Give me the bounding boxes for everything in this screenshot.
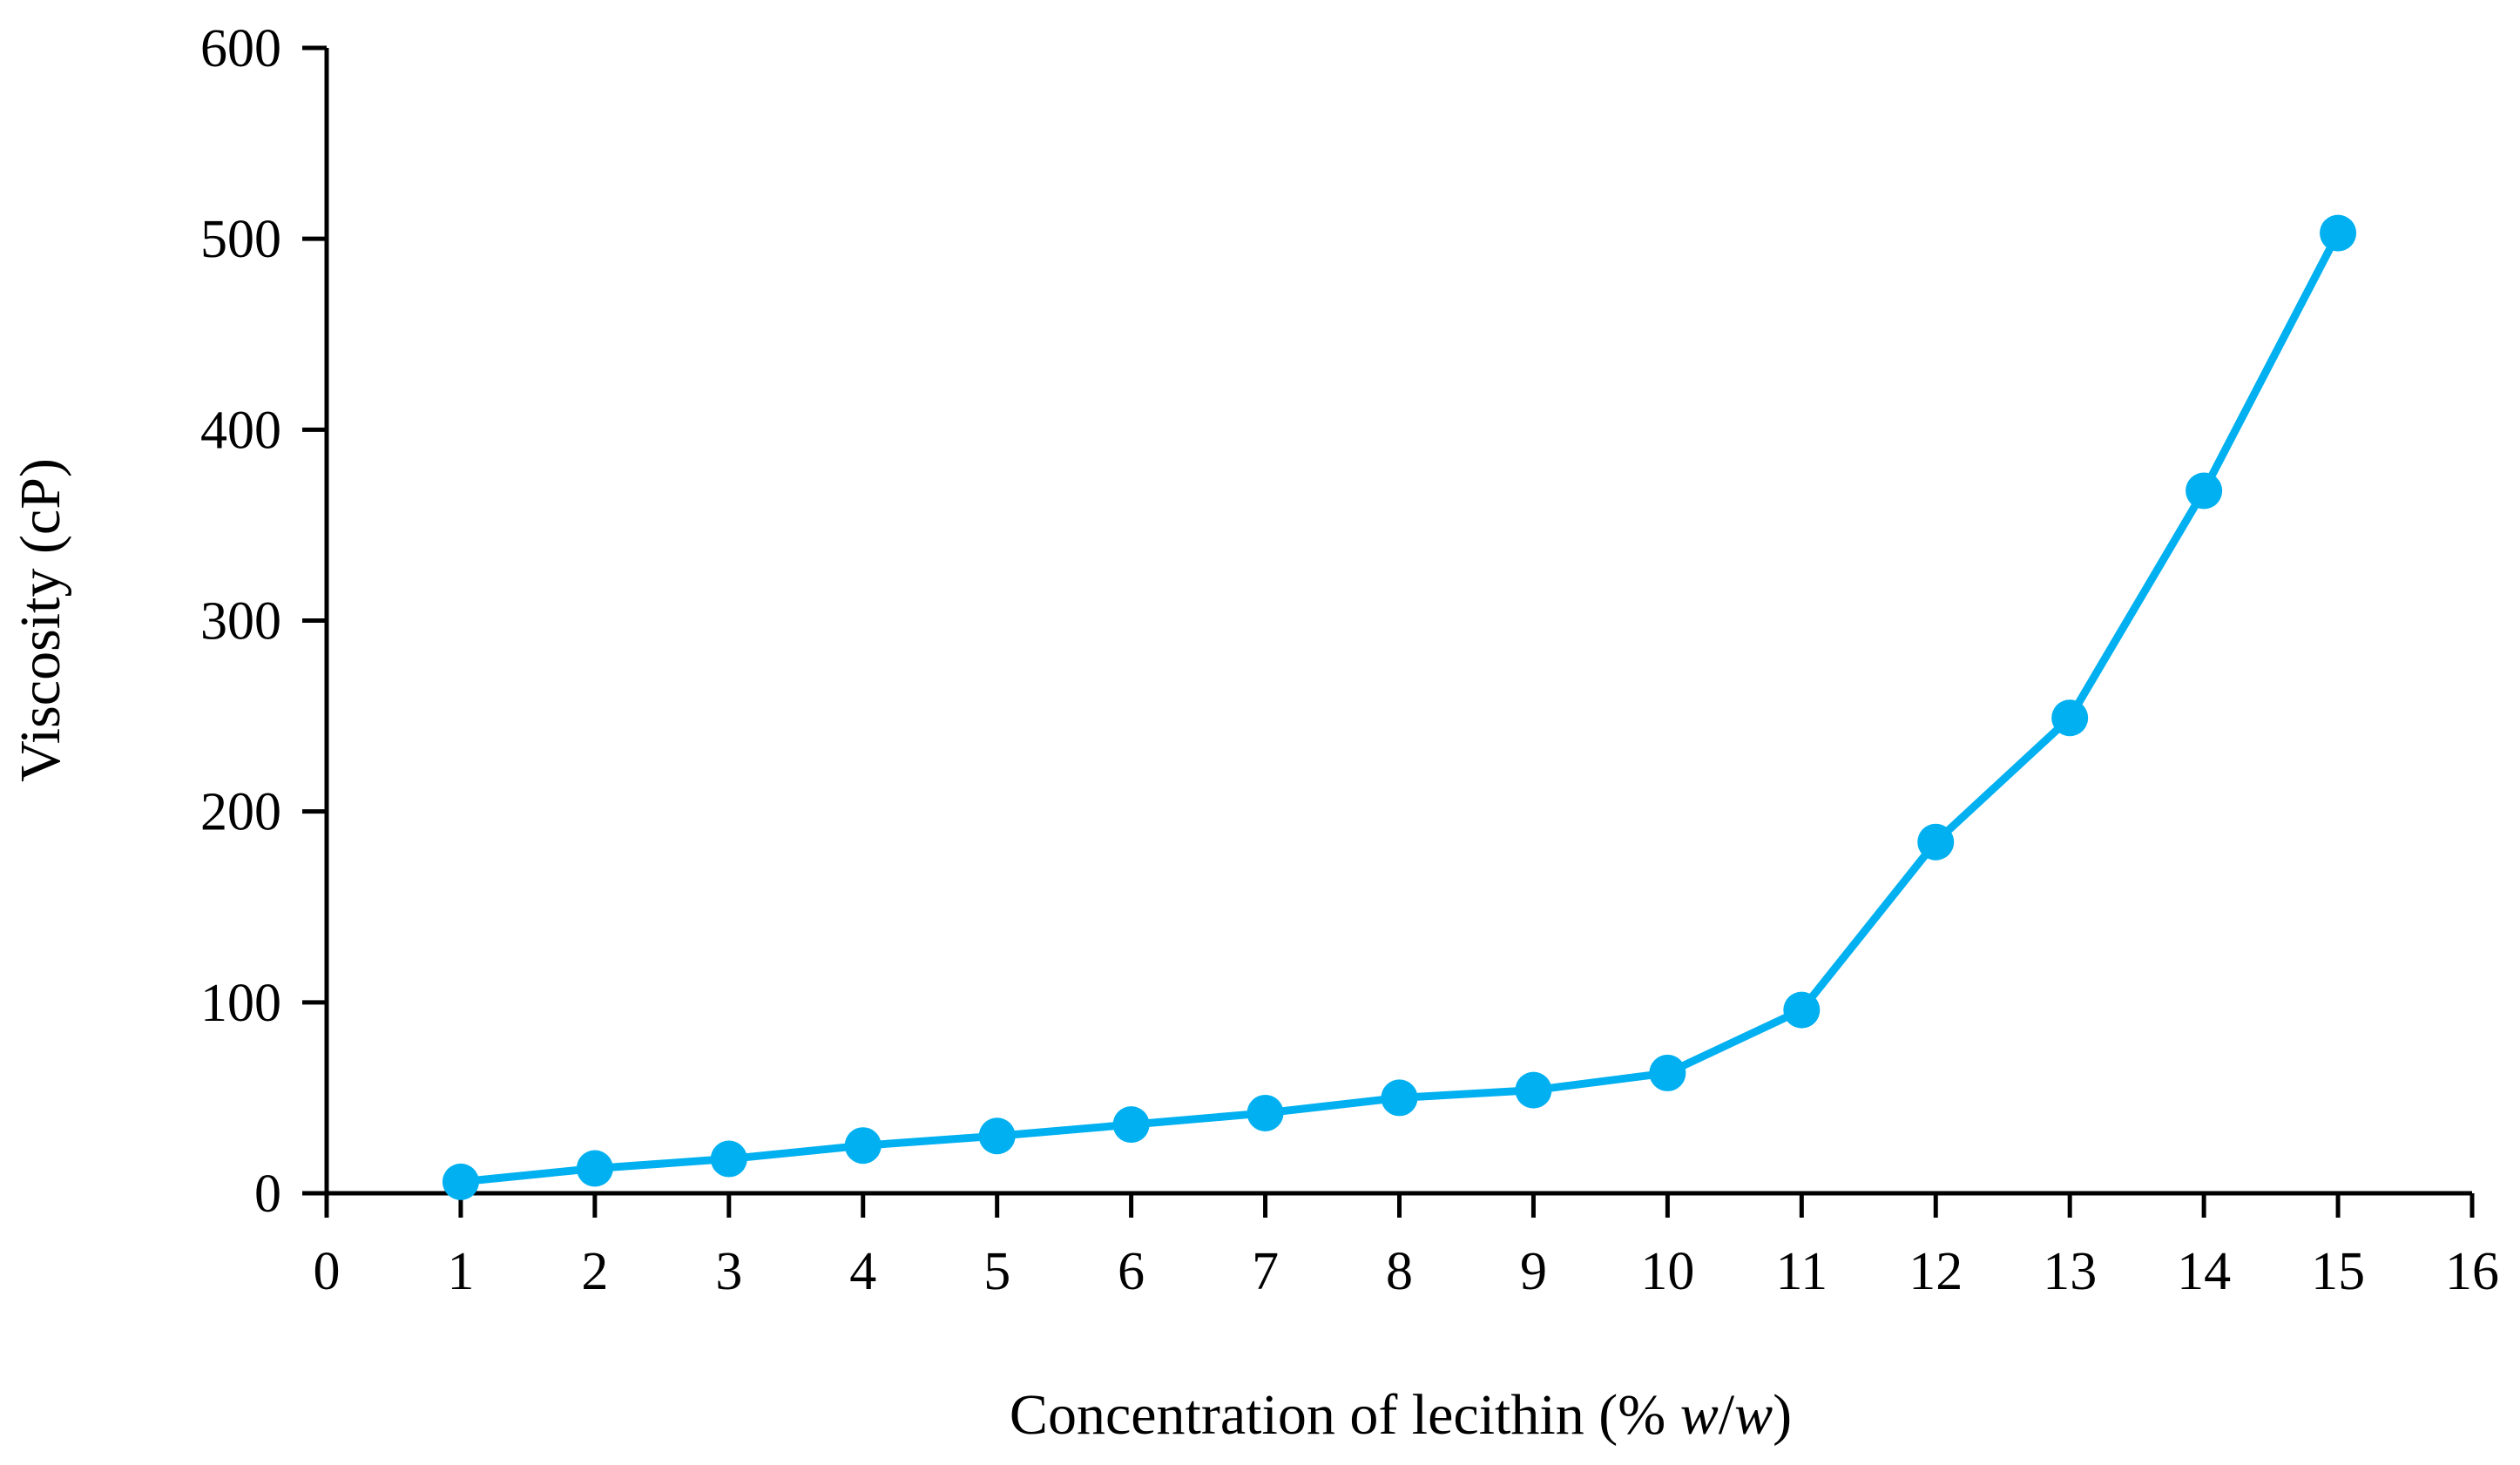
y-tick-label: 500 [200, 210, 281, 269]
y-tick-label: 400 [200, 401, 281, 460]
data-point [2186, 472, 2223, 510]
data-point [1515, 1071, 1552, 1109]
x-tick-label: 6 [1118, 1242, 1145, 1301]
y-tick-label: 600 [200, 19, 281, 78]
x-tick-label: 12 [1909, 1242, 1963, 1301]
axes [324, 48, 2472, 1196]
x-tick-label: 9 [1520, 1242, 1547, 1301]
x-axis-title-slash: / [1719, 1383, 1735, 1447]
data-point [1112, 1106, 1150, 1144]
data-point [710, 1140, 747, 1178]
data-point [1783, 991, 1821, 1029]
x-axis-title-italic-w: w [1680, 1383, 1719, 1447]
x-tick-label: 16 [2445, 1242, 2499, 1301]
y-tick-label: 200 [200, 783, 281, 842]
data-point [1246, 1094, 1284, 1131]
data-point [576, 1150, 613, 1187]
data-point [1917, 823, 1955, 861]
x-axis-title-italic-w2: w [1734, 1383, 1773, 1447]
x-tick-label: 8 [1386, 1242, 1413, 1301]
x-tick-label: 10 [1640, 1242, 1694, 1301]
x-tick-label: 1 [447, 1242, 474, 1301]
y-axis-title: Viscosity (cP) [9, 458, 72, 782]
x-tick-label: 15 [2311, 1242, 2365, 1301]
y-tick-label: 0 [254, 1165, 281, 1224]
x-axis-title-text: Concentration of lecithin (% [1010, 1383, 1680, 1447]
x-tick-label: 11 [1775, 1242, 1828, 1301]
x-ticks: 0 1 2 3 4 5 6 7 8 9 10 11 12 13 14 15 16 [314, 1193, 2499, 1301]
series-group [442, 214, 2357, 1200]
y-ticks: 0 100 200 300 400 500 600 [200, 19, 327, 1224]
x-tick-label: 2 [581, 1242, 608, 1301]
x-tick-label: 7 [1252, 1242, 1279, 1301]
x-axis-title: Concentration of lecithin (% w/w) [1010, 1383, 1792, 1447]
x-tick-label: 4 [849, 1242, 876, 1301]
data-point [2320, 214, 2357, 252]
x-tick-label: 0 [314, 1242, 341, 1301]
data-point [1381, 1079, 1418, 1117]
data-point [442, 1163, 479, 1200]
x-tick-label: 5 [983, 1242, 1010, 1301]
data-point [1649, 1054, 1686, 1091]
x-axis-title-close: ) [1773, 1383, 1792, 1447]
data-point [978, 1117, 1016, 1155]
y-tick-label: 100 [200, 974, 281, 1033]
x-tick-label: 14 [2177, 1242, 2231, 1301]
data-point [2051, 699, 2089, 737]
x-tick-label: 13 [2043, 1242, 2097, 1301]
y-tick-label: 300 [200, 592, 281, 651]
x-tick-label: 3 [715, 1242, 742, 1301]
data-point [844, 1127, 882, 1165]
